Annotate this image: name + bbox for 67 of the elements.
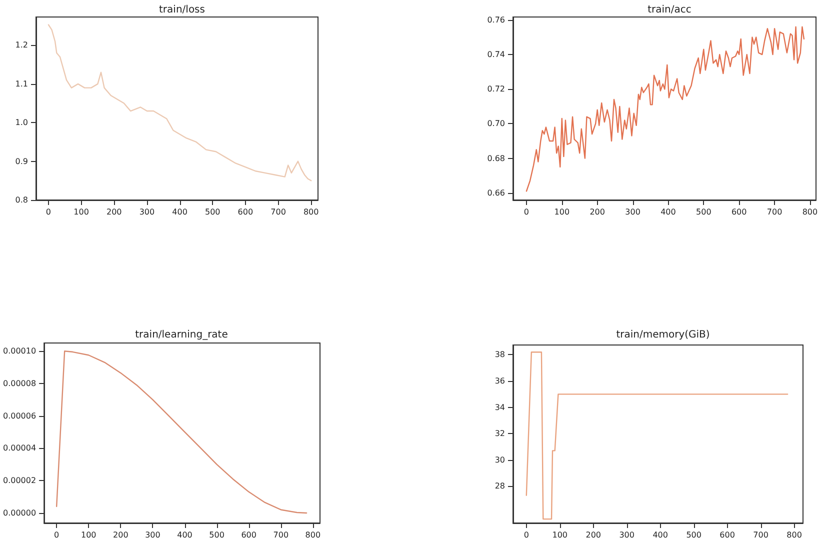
x-tick-label: 300 <box>139 208 155 216</box>
y-tick-label: 0.72 <box>487 84 505 94</box>
x-tick-label: 0 <box>524 530 529 540</box>
x-tick-label: 300 <box>619 530 634 540</box>
y-tick-label: 0.00004 <box>2 444 36 453</box>
x-tick-label: 700 <box>273 530 289 540</box>
y-tick-label: 0.74 <box>487 50 505 60</box>
x-tick-label: 700 <box>766 208 782 216</box>
x-tick-label: 600 <box>238 208 254 216</box>
chart-title: train/loss <box>159 4 205 16</box>
x-tick-label: 400 <box>652 530 668 540</box>
y-tick-label: 0.76 <box>487 15 505 24</box>
x-tick-label: 300 <box>145 530 160 540</box>
line-series <box>526 352 788 520</box>
x-tick-label: 600 <box>241 530 256 540</box>
x-tick-label: 700 <box>270 208 286 216</box>
chart-title: train/memory(GiB) <box>616 330 710 340</box>
y-tick-label: 0.70 <box>487 119 505 128</box>
x-tick-label: 100 <box>80 530 96 540</box>
chart-title: train/acc <box>648 4 692 16</box>
y-tick-label: 0.00010 <box>2 346 36 356</box>
chart-title: train/learning_rate <box>135 330 228 340</box>
x-tick-label: 200 <box>590 208 605 216</box>
y-tick-label: 0.00006 <box>2 411 36 420</box>
x-tick-label: 600 <box>731 208 747 216</box>
y-tick-label: 30 <box>494 455 505 464</box>
x-tick-label: 200 <box>106 208 122 216</box>
x-tick-label: 0 <box>524 208 530 216</box>
y-tick-label: 0.00008 <box>2 378 36 388</box>
x-tick-label: 800 <box>802 208 818 216</box>
x-tick-label: 800 <box>303 208 319 216</box>
y-tick-label: 1.1 <box>15 79 28 88</box>
x-tick-label: 400 <box>177 530 192 540</box>
y-tick-label: 1.0 <box>15 118 28 128</box>
y-tick-label: 0.66 <box>487 188 505 198</box>
y-tick-label: 0.8 <box>15 196 28 204</box>
y-tick-label: 38 <box>494 350 505 360</box>
x-tick-label: 600 <box>720 530 735 540</box>
x-tick-label: 0 <box>54 530 60 540</box>
x-tick-label: 400 <box>172 208 188 216</box>
x-tick-label: 100 <box>554 208 570 216</box>
x-tick-label: 500 <box>686 530 702 540</box>
x-tick-label: 400 <box>660 208 676 216</box>
line-series <box>526 26 805 192</box>
x-tick-label: 200 <box>113 530 128 540</box>
y-tick-label: 34 <box>494 402 505 412</box>
x-tick-label: 700 <box>753 530 768 540</box>
x-tick-label: 0 <box>46 208 52 216</box>
x-tick-label: 500 <box>696 208 712 216</box>
y-tick-label: 28 <box>494 482 505 491</box>
y-tick-label: 0.9 <box>15 156 28 166</box>
x-tick-label: 300 <box>625 208 640 216</box>
x-tick-label: 800 <box>305 530 321 540</box>
line-series <box>56 350 308 514</box>
x-tick-label: 200 <box>586 530 602 540</box>
y-tick-label: 32 <box>494 429 505 438</box>
y-tick-label: 0.00002 <box>2 476 36 486</box>
x-tick-label: 500 <box>209 530 224 540</box>
x-tick-label: 800 <box>786 530 802 540</box>
y-tick-label: 36 <box>494 376 505 386</box>
y-tick-label: 0.00000 <box>2 508 36 518</box>
x-tick-label: 500 <box>204 208 220 216</box>
x-tick-label: 100 <box>74 208 89 216</box>
x-tick-label: 100 <box>552 530 568 540</box>
y-tick-label: 1.2 <box>15 40 28 50</box>
line-series <box>48 24 312 182</box>
y-tick-label: 0.68 <box>487 154 505 163</box>
